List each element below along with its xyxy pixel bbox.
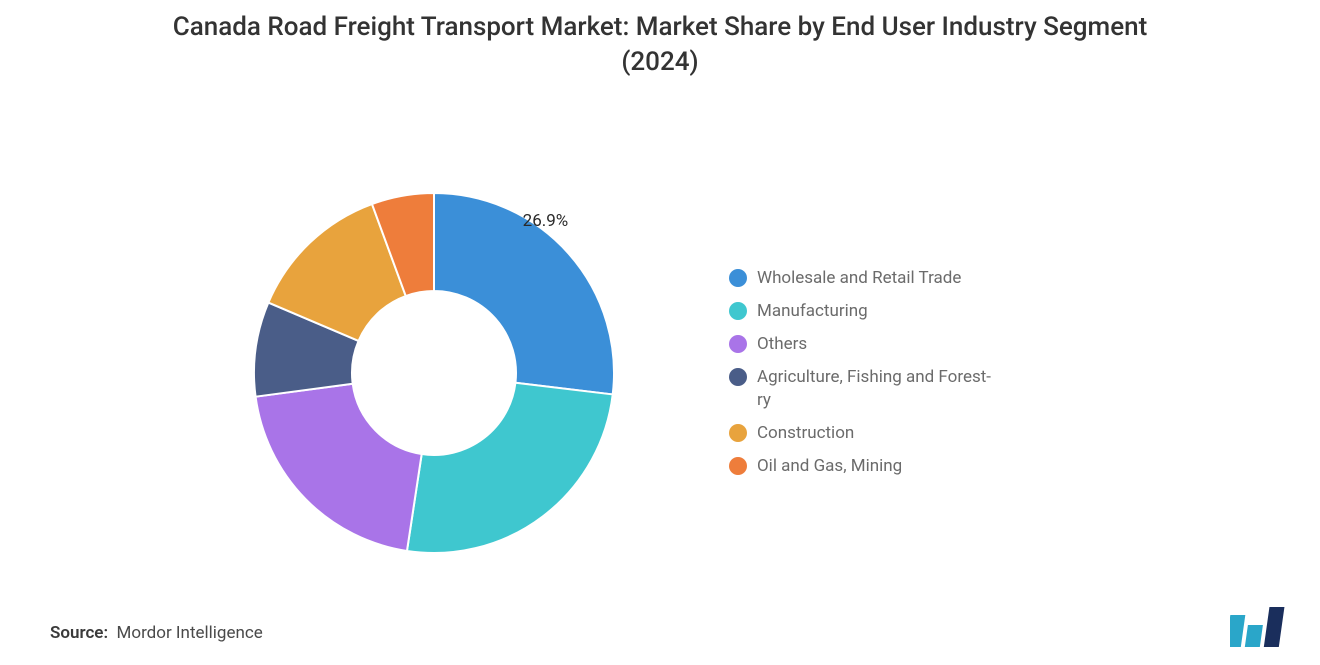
source-attribution: Source: Mordor Intelligence bbox=[50, 623, 263, 643]
source-text: Mordor Intelligence bbox=[117, 623, 263, 643]
legend-item: Construction bbox=[729, 422, 991, 445]
slice-label: 26.9% bbox=[523, 211, 569, 231]
donut-chart: 26.9% bbox=[249, 188, 619, 558]
legend-label: Wholesale and Retail Trade bbox=[757, 267, 961, 290]
legend-swatch bbox=[729, 368, 747, 386]
chart-area: 26.9% Wholesale and Retail Trade Manufact… bbox=[0, 80, 1320, 665]
donut-slice bbox=[407, 382, 613, 552]
legend-swatch bbox=[729, 457, 747, 475]
legend-swatch bbox=[729, 302, 747, 320]
chart-container: Canada Road Freight Transport Market: Ma… bbox=[0, 0, 1320, 665]
legend-label: Manufacturing bbox=[757, 300, 868, 323]
brand-logo bbox=[1230, 603, 1290, 647]
legend-item: Wholesale and Retail Trade bbox=[729, 267, 991, 290]
donut-svg: 26.9% bbox=[249, 188, 619, 558]
brand-logo-svg bbox=[1230, 603, 1290, 647]
legend-swatch bbox=[729, 335, 747, 353]
legend-label: Oil and Gas, Mining bbox=[757, 455, 902, 478]
legend-item: Manufacturing bbox=[729, 300, 991, 323]
logo-bar bbox=[1230, 615, 1245, 647]
legend-item: Others bbox=[729, 333, 991, 356]
legend-swatch bbox=[729, 269, 747, 287]
legend-swatch bbox=[729, 424, 747, 442]
legend-label: Agriculture, Fishing and Forest-ry bbox=[757, 366, 991, 412]
legend-item: Oil and Gas, Mining bbox=[729, 455, 991, 478]
legend-item: Agriculture, Fishing and Forest-ry bbox=[729, 366, 991, 412]
chart-title: Canada Road Freight Transport Market: Ma… bbox=[0, 0, 1320, 80]
legend-label: Construction bbox=[757, 422, 854, 445]
logo-bar bbox=[1245, 625, 1263, 647]
donut-slice bbox=[256, 383, 422, 550]
legend-label: Others bbox=[757, 333, 807, 356]
source-label: Source: bbox=[50, 623, 108, 643]
logo-bar bbox=[1264, 607, 1285, 647]
legend: Wholesale and Retail Trade Manufacturing O… bbox=[729, 267, 991, 478]
